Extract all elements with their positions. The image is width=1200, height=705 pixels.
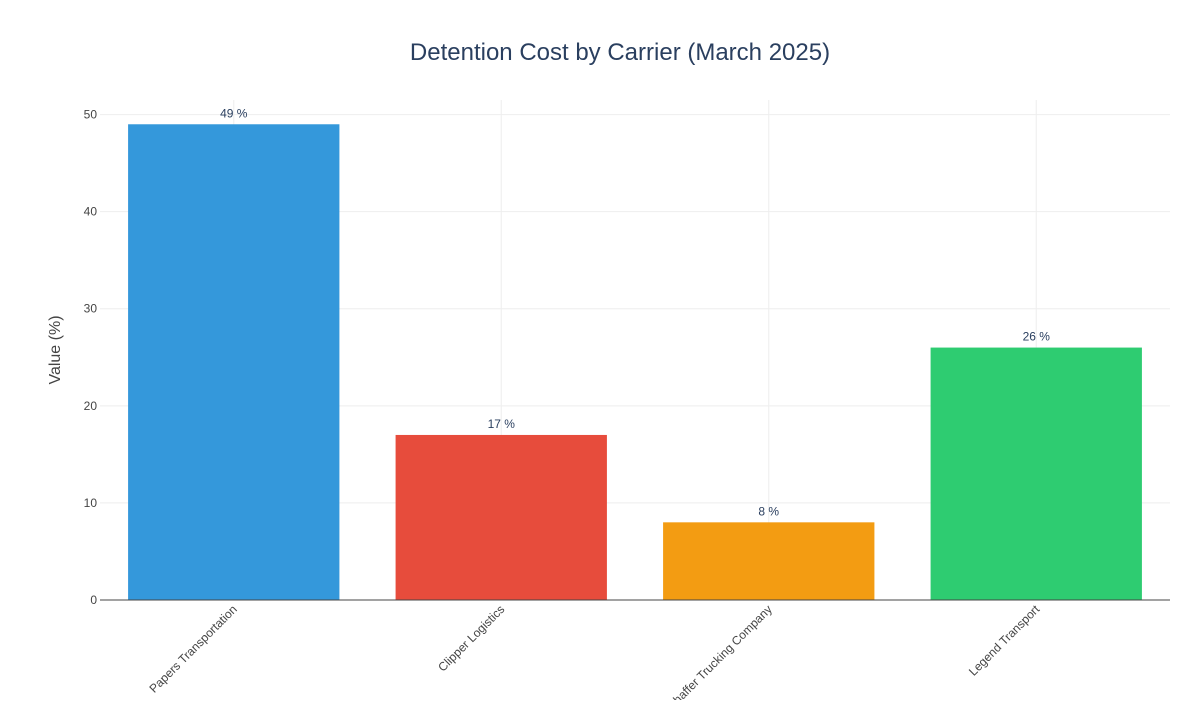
bar <box>128 124 340 600</box>
x-tick-label: Clipper Logistics <box>435 602 507 674</box>
x-tick-label: Papers Transportation <box>146 602 239 695</box>
y-tick-label: 10 <box>84 496 98 510</box>
data-label: 17 % <box>488 417 516 431</box>
bars <box>128 124 1142 600</box>
data-label: 49 % <box>220 106 248 120</box>
bar <box>663 522 875 600</box>
data-labels: 49 % 17 % 8 % 26 % <box>220 106 1050 518</box>
bar <box>930 347 1142 600</box>
x-tick-label: Shaffer Trucking Company <box>665 602 775 700</box>
data-label: 8 % <box>758 504 779 518</box>
y-tick-label: 50 <box>84 108 98 122</box>
x-axis: Papers Transportation Clipper Logistics Sh… <box>100 599 1170 705</box>
y-tick-label: 30 <box>84 302 98 316</box>
y-tick-label: 0 <box>90 593 97 607</box>
chart-title: Detention Cost by Carrier (March 2025) <box>410 39 830 66</box>
y-axis: 0 10 20 30 40 50 <box>84 108 98 607</box>
y-tick-label: 40 <box>84 205 98 219</box>
y-axis-title: Value (%) <box>47 315 64 384</box>
data-label: 26 % <box>1023 330 1051 344</box>
bar <box>395 434 607 600</box>
y-tick-label: 20 <box>84 399 98 413</box>
x-tick-label: Legend Transport <box>966 602 1043 679</box>
